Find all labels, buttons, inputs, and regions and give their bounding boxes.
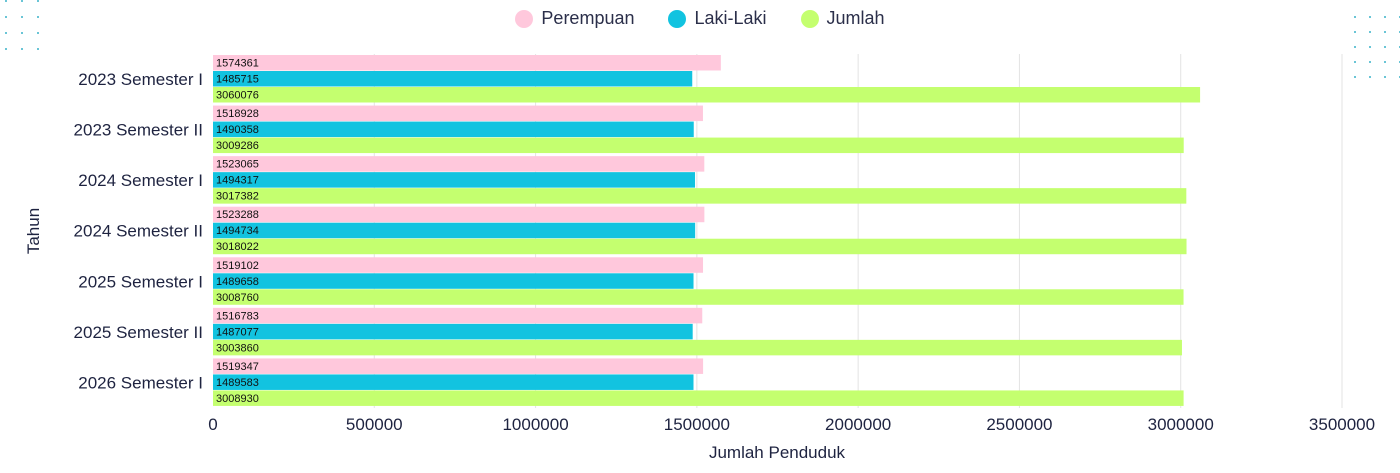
bar-value-label: 1523065 — [216, 159, 259, 171]
bar-laki-laki[interactable] — [213, 121, 694, 138]
bar-value-label: 1485715 — [216, 74, 259, 86]
bar-perempuan[interactable] — [213, 307, 703, 324]
y-axis-title: Tahun — [24, 208, 43, 254]
bar-perempuan[interactable] — [213, 206, 705, 223]
category-label: 2024 Semester II — [74, 222, 203, 241]
x-tick-label: 2500000 — [986, 415, 1052, 434]
bar-perempuan[interactable] — [213, 358, 704, 374]
category-label: 2024 Semester I — [78, 171, 203, 190]
category-labels: 2023 Semester I 2023 Semester II 2024 Seme… — [74, 70, 203, 392]
bar-laki-laki[interactable] — [213, 222, 696, 239]
x-tick-label: 3000000 — [1148, 415, 1214, 434]
bars: 1574361 1485715 3060076 1518928 1490358 30092… — [213, 55, 1201, 406]
bar-laki-laki[interactable] — [213, 273, 694, 289]
bar-value-label: 1494734 — [216, 225, 259, 237]
x-tick-label: 2000000 — [825, 415, 891, 434]
legend-item-laki-laki[interactable]: Laki-Laki — [668, 8, 767, 29]
bar-value-label: 1516783 — [216, 310, 259, 322]
bar-jumlah[interactable] — [213, 137, 1184, 154]
x-tick-label: 0 — [208, 415, 217, 434]
bar-value-label: 1487077 — [216, 326, 259, 338]
bar-laki-laki[interactable] — [213, 374, 694, 390]
bar-perempuan[interactable] — [213, 105, 703, 122]
x-axis-title: Jumlah Penduduk — [709, 443, 846, 462]
bar-value-label: 3003860 — [216, 342, 259, 354]
category-label: 2023 Semester I — [78, 70, 203, 89]
bar-perempuan[interactable] — [213, 156, 705, 172]
category-label: 2025 Semester II — [74, 323, 203, 342]
bar-value-label: 1490358 — [216, 124, 259, 136]
bar-value-label: 1523288 — [216, 209, 259, 221]
bar-laki-laki[interactable] — [213, 172, 696, 188]
bar-value-label: 3018022 — [216, 241, 259, 253]
bar-jumlah[interactable] — [213, 390, 1184, 406]
bar-jumlah[interactable] — [213, 339, 1182, 356]
bar-value-label: 1494317 — [216, 175, 259, 187]
legend-item-perempuan[interactable]: Perempuan — [515, 8, 634, 29]
legend-label: Jumlah — [826, 8, 885, 28]
x-tick-label: 500000 — [346, 415, 403, 434]
bar-jumlah[interactable] — [213, 188, 1187, 204]
x-tick-label: 1500000 — [664, 415, 730, 434]
legend-label: Perempuan — [541, 8, 635, 28]
bar-value-label: 1489583 — [216, 377, 259, 389]
bar-value-label: 1518928 — [216, 108, 259, 120]
chart-legend: Perempuan Laki-Laki Jumlah — [0, 8, 1400, 29]
category-label: 2025 Semester I — [78, 272, 203, 291]
bar-laki-laki[interactable] — [213, 323, 693, 340]
bar-value-label: 1519347 — [216, 361, 259, 373]
bar-jumlah[interactable] — [213, 238, 1187, 255]
bar-laki-laki[interactable] — [213, 71, 693, 87]
bar-value-label: 3008930 — [216, 393, 259, 405]
x-tick-label: 3500000 — [1309, 415, 1375, 434]
legend-swatch — [515, 9, 534, 28]
bar-value-label: 3009286 — [216, 140, 259, 152]
bar-value-label: 1574361 — [216, 58, 259, 70]
bar-value-label: 1519102 — [216, 260, 259, 272]
legend-label: Laki-Laki — [694, 8, 767, 28]
bar-value-label: 3060076 — [216, 90, 259, 102]
bar-jumlah[interactable] — [213, 87, 1201, 103]
x-tick-labels: 0 500000 1000000 1500000 2000000 2500000 30000… — [208, 415, 1375, 434]
category-label: 2023 Semester II — [74, 121, 203, 140]
bar-jumlah[interactable] — [213, 289, 1184, 305]
legend-item-jumlah[interactable]: Jumlah — [800, 8, 885, 29]
bar-value-label: 3017382 — [216, 191, 259, 203]
bar-value-label: 1489658 — [216, 276, 259, 288]
bar-perempuan[interactable] — [213, 257, 704, 273]
bar-value-label: 3008760 — [216, 292, 259, 304]
decorative-dots-left — [0, 0, 50, 70]
legend-swatch — [800, 9, 819, 28]
legend-swatch — [668, 9, 687, 28]
x-tick-label: 1000000 — [502, 415, 568, 434]
category-label: 2026 Semester I — [78, 373, 203, 392]
bar-perempuan[interactable] — [213, 55, 721, 71]
